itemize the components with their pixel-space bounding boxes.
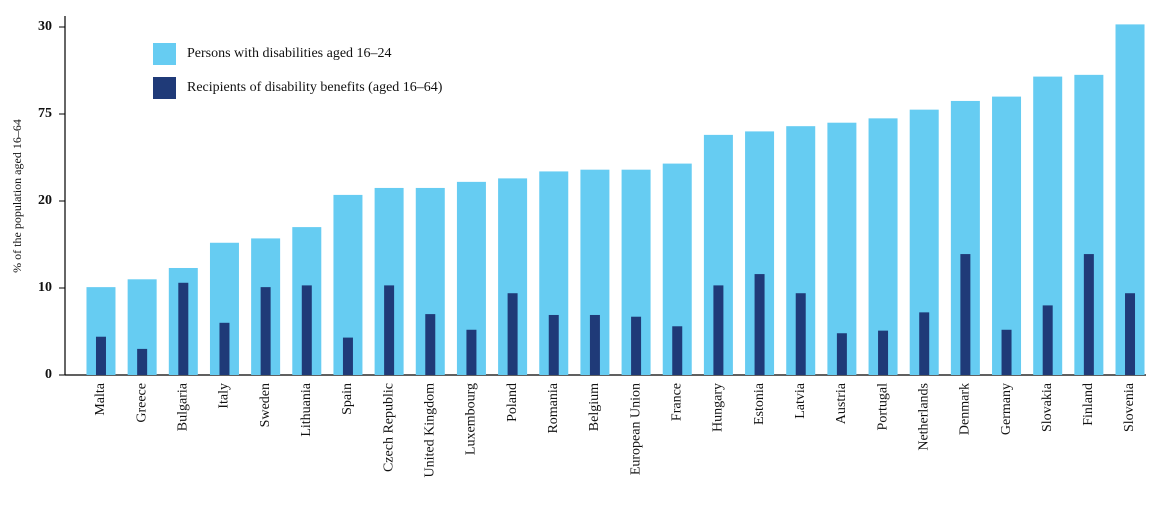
bar — [342, 337, 353, 375]
y-tick-label: 20 — [38, 193, 52, 208]
x-tick-label: Denmark — [958, 383, 973, 435]
x-tick-label: Slovakia — [1040, 382, 1055, 432]
bar — [1083, 254, 1094, 375]
x-tick-label: Finland — [1081, 383, 1096, 426]
bar — [992, 96, 1022, 375]
bar — [1001, 329, 1012, 375]
bar — [836, 333, 847, 375]
bar — [219, 322, 230, 375]
bar — [1042, 305, 1053, 375]
x-tick-label: Luxembourg — [464, 383, 479, 455]
y-tick-label: 0 — [45, 367, 52, 382]
bar — [384, 285, 395, 375]
x-tick-label: Poland — [505, 383, 520, 422]
bar — [178, 282, 189, 375]
x-tick-label: Italy — [217, 383, 232, 409]
bar — [878, 330, 889, 375]
bar — [1125, 293, 1136, 375]
x-tick-label: Lithuania — [299, 382, 314, 436]
x-tick-label: Portugal — [875, 383, 890, 431]
bar — [301, 285, 312, 375]
legend-swatch — [153, 77, 176, 99]
bar — [425, 314, 436, 375]
x-tick-label: Romania — [546, 382, 561, 433]
x-tick-label: United Kingdom — [422, 383, 437, 478]
bar — [466, 329, 477, 375]
x-tick-label: Belgium — [587, 383, 602, 431]
x-tick-label: Spain — [340, 383, 355, 415]
x-tick-label: Germany — [999, 383, 1014, 435]
bar — [260, 287, 271, 375]
bar — [754, 274, 765, 375]
legend-label: Persons with disabilities aged 16–24 — [187, 46, 392, 61]
x-tick-label: Austria — [834, 382, 849, 424]
bar — [137, 348, 148, 375]
bar — [713, 285, 724, 375]
x-tick-label: Czech Republic — [381, 383, 396, 472]
x-tick-label: Hungary — [711, 383, 726, 432]
x-tick-label: Netherlands — [916, 383, 931, 451]
x-tick-label: France — [669, 383, 684, 421]
x-tick-label: Malta — [93, 382, 108, 415]
bar — [589, 314, 600, 375]
x-tick-label: Greece — [134, 383, 149, 423]
bar — [95, 336, 106, 375]
y-tick-label: 30 — [38, 19, 52, 34]
x-tick-label: Estonia — [752, 382, 767, 425]
legend-label: Recipients of disability benefits (aged … — [187, 80, 443, 95]
y-axis-label: % of the population aged 16–64 — [10, 119, 24, 273]
bar — [631, 316, 642, 375]
x-tick-label: Latvia — [793, 382, 808, 419]
x-tick-label: Sweden — [258, 383, 273, 427]
y-tick-label: 75 — [38, 106, 52, 121]
y-tick-label: 10 — [38, 280, 52, 295]
x-tick-label: Bulgaria — [176, 382, 191, 431]
bar — [672, 326, 683, 375]
bar — [795, 293, 806, 375]
bar — [827, 122, 857, 375]
x-tick-label: Slovenia — [1122, 382, 1137, 432]
bar — [960, 254, 971, 375]
x-tick-label: European Union — [628, 383, 643, 475]
legend-swatch — [153, 43, 176, 65]
bar — [548, 314, 559, 375]
bar — [507, 293, 518, 375]
bar — [919, 312, 930, 375]
